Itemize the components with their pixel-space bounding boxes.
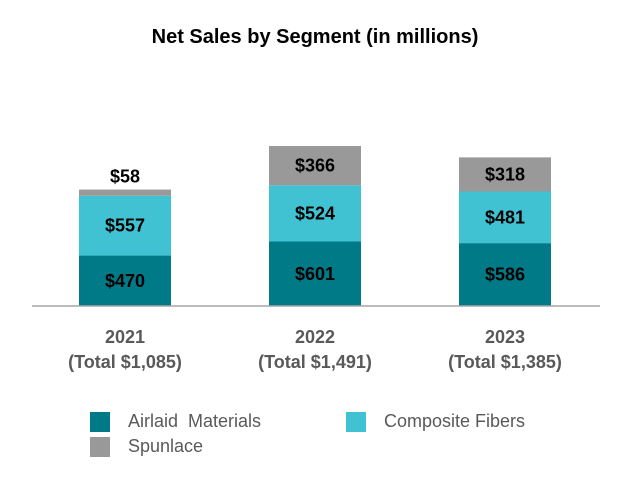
legend-label-composite: Composite Fibers: [384, 411, 526, 431]
bar-2021-airlaid: [79, 255, 171, 306]
data-label-2022-spunlace: $366: [295, 156, 335, 176]
bar-2022-spunlace: [269, 146, 361, 186]
data-label-2023-spunlace: $318: [485, 164, 525, 184]
bar-2021-spunlace: [79, 189, 171, 196]
x-tick-total-2023: (Total $1,385): [448, 352, 562, 372]
x-tick-label-2022: 2022: [295, 327, 335, 347]
chart-title: Net Sales by Segment (in millions): [151, 26, 479, 48]
legend-swatch-spunlace: [90, 437, 110, 457]
bar-2022-composite: [269, 185, 361, 242]
legend-swatch-composite: [346, 412, 366, 432]
x-tick-total-2021: (Total $1,085): [68, 352, 182, 372]
legend-swatch-airlaid: [90, 412, 110, 432]
bar-2022-airlaid: [269, 241, 361, 306]
data-label-2023-airlaid: $586: [485, 265, 525, 285]
data-label-2022-composite: $524: [295, 203, 335, 223]
bar-2023-composite: [459, 191, 551, 244]
legend-label-spunlace: Spunlace: [128, 436, 204, 456]
data-label-2022-airlaid: $601: [295, 264, 335, 284]
bar-2023-spunlace: [459, 157, 551, 192]
data-label-2021-airlaid: $470: [105, 271, 145, 291]
bar-2021-composite: [79, 195, 171, 256]
data-label-2021-spunlace: $58: [110, 167, 140, 187]
legend-label-airlaid: Airlaid Materials: [128, 411, 262, 431]
data-label-2021-composite: $557: [105, 216, 145, 236]
x-tick-label-2023: 2023: [485, 327, 525, 347]
x-tick-total-2022: (Total $1,491): [258, 352, 372, 372]
data-label-2023-composite: $481: [485, 207, 525, 227]
bar-2023-airlaid: [459, 243, 551, 306]
x-tick-label-2021: 2021: [105, 327, 145, 347]
